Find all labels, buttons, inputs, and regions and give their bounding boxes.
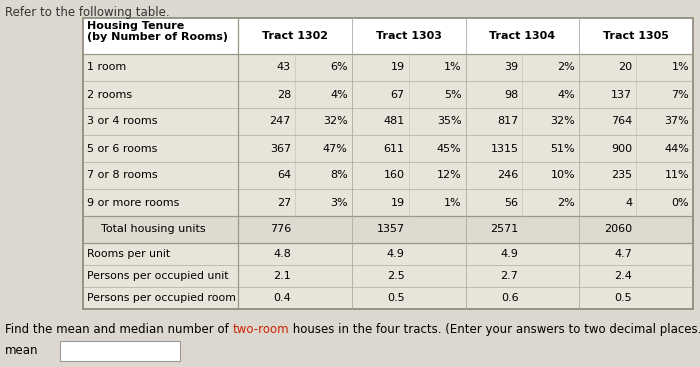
- Text: 1%: 1%: [671, 62, 689, 73]
- Text: (by Number of Rooms): (by Number of Rooms): [87, 32, 228, 42]
- Text: 0%: 0%: [671, 197, 689, 207]
- Text: 1%: 1%: [444, 62, 461, 73]
- Text: 481: 481: [384, 116, 405, 127]
- Text: Tract 1305: Tract 1305: [603, 31, 669, 41]
- Bar: [83, 18, 693, 54]
- Text: Tract 1304: Tract 1304: [489, 31, 555, 41]
- Text: 9 or more rooms: 9 or more rooms: [87, 197, 179, 207]
- Bar: [83, 189, 693, 216]
- Text: 8%: 8%: [330, 171, 348, 181]
- Text: 1 room: 1 room: [87, 62, 126, 73]
- Text: 235: 235: [611, 171, 632, 181]
- Bar: [83, 81, 693, 108]
- Text: 19: 19: [391, 197, 405, 207]
- Text: 47%: 47%: [323, 143, 348, 153]
- Text: 32%: 32%: [550, 116, 575, 127]
- Text: 12%: 12%: [437, 171, 461, 181]
- Text: mean: mean: [5, 345, 38, 357]
- Text: Tract 1302: Tract 1302: [262, 31, 328, 41]
- Bar: [60, 341, 180, 361]
- Text: 6%: 6%: [330, 62, 348, 73]
- Text: 2%: 2%: [557, 62, 575, 73]
- Text: 367: 367: [270, 143, 291, 153]
- Bar: [83, 243, 693, 265]
- Text: 35%: 35%: [437, 116, 461, 127]
- Text: 5%: 5%: [444, 90, 461, 99]
- Text: 51%: 51%: [551, 143, 575, 153]
- Text: 37%: 37%: [664, 116, 689, 127]
- Text: 160: 160: [384, 171, 405, 181]
- Text: 28: 28: [276, 90, 291, 99]
- Text: 56: 56: [505, 197, 519, 207]
- Text: 1315: 1315: [491, 143, 519, 153]
- Text: 2571: 2571: [490, 225, 519, 235]
- Text: Rooms per unit: Rooms per unit: [87, 249, 170, 259]
- Text: 20: 20: [618, 62, 632, 73]
- Text: 7%: 7%: [671, 90, 689, 99]
- Text: Total housing units: Total housing units: [101, 225, 206, 235]
- Text: 5 or 6 rooms: 5 or 6 rooms: [87, 143, 158, 153]
- Text: 4%: 4%: [557, 90, 575, 99]
- Text: 3 or 4 rooms: 3 or 4 rooms: [87, 116, 158, 127]
- Bar: [83, 265, 693, 287]
- Bar: [83, 162, 693, 189]
- Text: 32%: 32%: [323, 116, 348, 127]
- Text: Tract 1303: Tract 1303: [376, 31, 442, 41]
- Text: 2 rooms: 2 rooms: [87, 90, 132, 99]
- Text: 0.4: 0.4: [273, 293, 291, 303]
- Text: Housing Tenure: Housing Tenure: [87, 21, 184, 31]
- Text: 2.7: 2.7: [500, 271, 519, 281]
- Text: Find the mean and median number of: Find the mean and median number of: [5, 323, 232, 336]
- Text: 0.5: 0.5: [615, 293, 632, 303]
- Text: 3%: 3%: [330, 197, 348, 207]
- Text: 2.4: 2.4: [615, 271, 632, 281]
- Text: 19: 19: [391, 62, 405, 73]
- Text: Refer to the following table.: Refer to the following table.: [5, 6, 169, 19]
- Text: 137: 137: [611, 90, 632, 99]
- Text: 764: 764: [611, 116, 632, 127]
- Text: 2060: 2060: [604, 225, 632, 235]
- Text: 247: 247: [270, 116, 291, 127]
- Text: 4: 4: [625, 197, 632, 207]
- Text: 817: 817: [497, 116, 519, 127]
- Bar: [83, 135, 693, 162]
- Bar: [83, 54, 693, 81]
- Text: 0.5: 0.5: [387, 293, 405, 303]
- Text: 10%: 10%: [551, 171, 575, 181]
- Text: 2.1: 2.1: [273, 271, 291, 281]
- Text: Persons per occupied room: Persons per occupied room: [87, 293, 236, 303]
- Text: 45%: 45%: [437, 143, 461, 153]
- Text: 64: 64: [276, 171, 291, 181]
- Text: 11%: 11%: [664, 171, 689, 181]
- Text: 98: 98: [504, 90, 519, 99]
- Text: 1%: 1%: [444, 197, 461, 207]
- Text: 4.7: 4.7: [615, 249, 632, 259]
- Bar: [83, 287, 693, 309]
- Text: 900: 900: [611, 143, 632, 153]
- Text: 44%: 44%: [664, 143, 689, 153]
- Text: 2.5: 2.5: [387, 271, 405, 281]
- Text: 4.8: 4.8: [273, 249, 291, 259]
- Text: 43: 43: [276, 62, 291, 73]
- Text: 7 or 8 rooms: 7 or 8 rooms: [87, 171, 158, 181]
- Text: houses in the four tracts. (Enter your answers to two decimal places.): houses in the four tracts. (Enter your a…: [289, 323, 700, 336]
- Text: 27: 27: [276, 197, 291, 207]
- Text: 776: 776: [270, 225, 291, 235]
- Text: Persons per occupied unit: Persons per occupied unit: [87, 271, 228, 281]
- Text: 4.9: 4.9: [386, 249, 405, 259]
- Text: 4.9: 4.9: [500, 249, 519, 259]
- Text: 2%: 2%: [557, 197, 575, 207]
- Bar: [83, 108, 693, 135]
- Text: 0.6: 0.6: [500, 293, 519, 303]
- Text: 67: 67: [391, 90, 405, 99]
- Text: 39: 39: [504, 62, 519, 73]
- Text: 246: 246: [497, 171, 519, 181]
- Text: 4%: 4%: [330, 90, 348, 99]
- Text: two-room: two-room: [232, 323, 289, 336]
- Bar: [83, 216, 693, 243]
- Bar: [83, 18, 693, 309]
- Text: 1357: 1357: [377, 225, 405, 235]
- Text: 611: 611: [384, 143, 405, 153]
